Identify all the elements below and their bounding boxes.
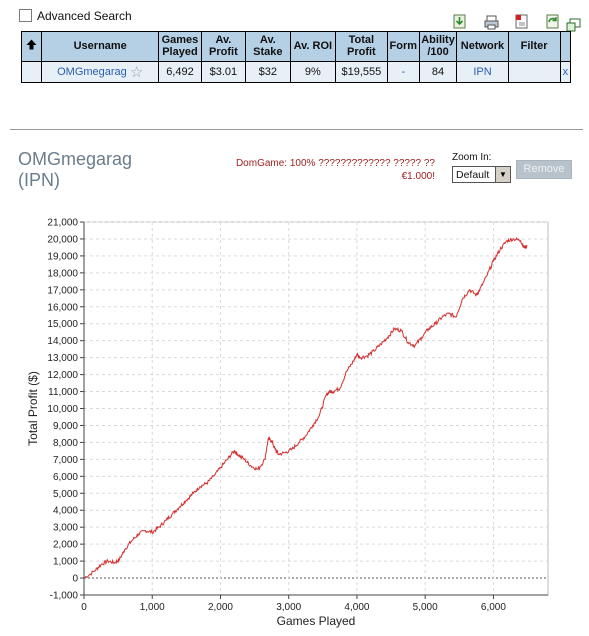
- advanced-search-label: Advanced Search: [37, 8, 132, 23]
- x-tick-label: 2,000: [208, 602, 233, 613]
- cell-av-roi: 9%: [289, 60, 336, 84]
- cell-blank: [20, 60, 43, 84]
- cell-filter: [507, 60, 561, 84]
- y-tick-label: 17,000: [47, 285, 78, 296]
- remove-row-link[interactable]: x: [562, 65, 569, 78]
- promo-note-line2: €1.000!: [401, 171, 435, 182]
- y-tick-label: 19,000: [47, 251, 78, 262]
- col-ability[interactable]: Ability /100: [418, 31, 458, 62]
- y-tick-label: 18,000: [47, 268, 78, 279]
- stats-table: Username Games Played Av. Profit Av. Sta…: [20, 31, 572, 84]
- x-tick-label: 4,000: [344, 602, 369, 613]
- col-av-stake[interactable]: Av. Stake: [244, 31, 291, 62]
- col-blank: [559, 31, 572, 62]
- chart-grid: [83, 221, 549, 596]
- x-tick-label: 0: [81, 602, 87, 613]
- col-network[interactable]: Network: [456, 31, 509, 62]
- player-network: (IPN): [18, 170, 60, 190]
- y-tick-label: -1,000: [50, 591, 79, 602]
- up-arrow-icon: [26, 39, 37, 50]
- col-games-played[interactable]: Games Played: [157, 31, 202, 62]
- x-tick-label: 1,000: [140, 602, 165, 613]
- toolbar: [452, 14, 582, 32]
- promo-note-line1: DomGame: 100% ????????????? ????? ??: [235, 158, 435, 169]
- remove-button[interactable]: Remove: [516, 160, 572, 179]
- col-filter[interactable]: Filter: [507, 31, 561, 62]
- username-link[interactable]: OMGmegarag: [57, 65, 127, 78]
- y-tick-label: 8,000: [53, 438, 78, 449]
- chart-series: [83, 236, 528, 579]
- y-tick-label: 1,000: [53, 557, 78, 568]
- popout-icon[interactable]: [566, 18, 581, 33]
- pdf-icon[interactable]: [514, 14, 529, 29]
- y-axis-title: Total Profit ($): [26, 371, 40, 446]
- y-tick-label: 9,000: [53, 421, 78, 432]
- y-tick-label: 21,000: [47, 218, 78, 229]
- x-tick-label: 5,000: [413, 602, 438, 613]
- col-total-profit[interactable]: Total Profit: [334, 31, 388, 62]
- refresh-icon[interactable]: [545, 14, 560, 29]
- zoom-select[interactable]: Default ▼: [452, 166, 511, 183]
- y-tick-label: 16,000: [47, 302, 78, 313]
- col-form[interactable]: Form: [386, 31, 420, 62]
- y-tick-label: 5,000: [53, 489, 78, 500]
- y-tick-label: 7,000: [53, 455, 78, 466]
- y-tick-label: 6,000: [53, 472, 78, 483]
- section-divider: [10, 129, 583, 130]
- player-name: OMGmegarag: [18, 149, 133, 169]
- col-username[interactable]: Username: [41, 31, 159, 62]
- download-icon[interactable]: [452, 14, 467, 29]
- zoom-label: Zoom In:: [452, 152, 492, 163]
- player-heading: OMGmegarag (IPN): [18, 149, 132, 191]
- y-tick-label: 3,000: [53, 523, 78, 534]
- zoom-selected-value: Default: [456, 169, 490, 181]
- print-icon[interactable]: [484, 15, 499, 30]
- cell-total-profit: $19,555: [334, 60, 388, 84]
- x-tick-label: 6,000: [481, 602, 506, 613]
- cell-av-stake: $32: [244, 60, 291, 84]
- cell-av-profit: $3.01: [200, 60, 246, 84]
- network-link[interactable]: IPN: [473, 65, 492, 78]
- x-axis-title: Games Played: [277, 614, 356, 628]
- table-header-row: Username Games Played Av. Profit Av. Sta…: [20, 31, 572, 62]
- y-tick-label: 2,000: [53, 540, 78, 551]
- chevron-down-icon[interactable]: ▼: [495, 167, 510, 182]
- y-tick-label: 11,000: [48, 387, 78, 398]
- advanced-search-checkbox[interactable]: [19, 9, 32, 22]
- y-tick-label: 10,000: [47, 404, 78, 415]
- y-tick-label: 12,000: [47, 370, 78, 381]
- cell-ability: 84: [418, 60, 458, 84]
- cell-username: OMGmegarag ☆: [41, 60, 159, 84]
- sort-button[interactable]: [20, 31, 43, 62]
- profit-line: [83, 236, 528, 579]
- y-tick-label: 13,000: [47, 353, 78, 364]
- chart-axes: -1,00001,0002,0003,0004,0005,0006,0007,0…: [47, 218, 548, 613]
- y-tick-label: 0: [72, 574, 78, 585]
- cell-games-played: 6,492: [157, 60, 202, 84]
- y-tick-label: 4,000: [53, 506, 78, 517]
- x-tick-label: 3,000: [276, 602, 301, 613]
- promo-note: DomGame: 100% ????????????? ????? ?? €1.…: [210, 157, 435, 183]
- cell-remove: x: [559, 60, 572, 84]
- col-av-profit[interactable]: Av. Profit: [200, 31, 246, 62]
- cell-form: -: [386, 60, 420, 84]
- plot-area: [83, 221, 549, 596]
- cell-network: IPN: [456, 60, 509, 84]
- profit-chart: -1,00001,0002,0003,0004,0005,0006,0007,0…: [26, 218, 549, 628]
- advanced-search[interactable]: Advanced Search: [19, 8, 132, 23]
- y-tick-label: 20,000: [47, 234, 78, 245]
- table-row: OMGmegarag ☆ 6,492 $3.01 $32 9% $19,555 …: [20, 60, 572, 84]
- y-tick-label: 15,000: [47, 319, 78, 330]
- star-icon[interactable]: ☆: [129, 63, 144, 81]
- y-tick-label: 14,000: [47, 336, 78, 347]
- col-av-roi[interactable]: Av. ROI: [289, 31, 336, 62]
